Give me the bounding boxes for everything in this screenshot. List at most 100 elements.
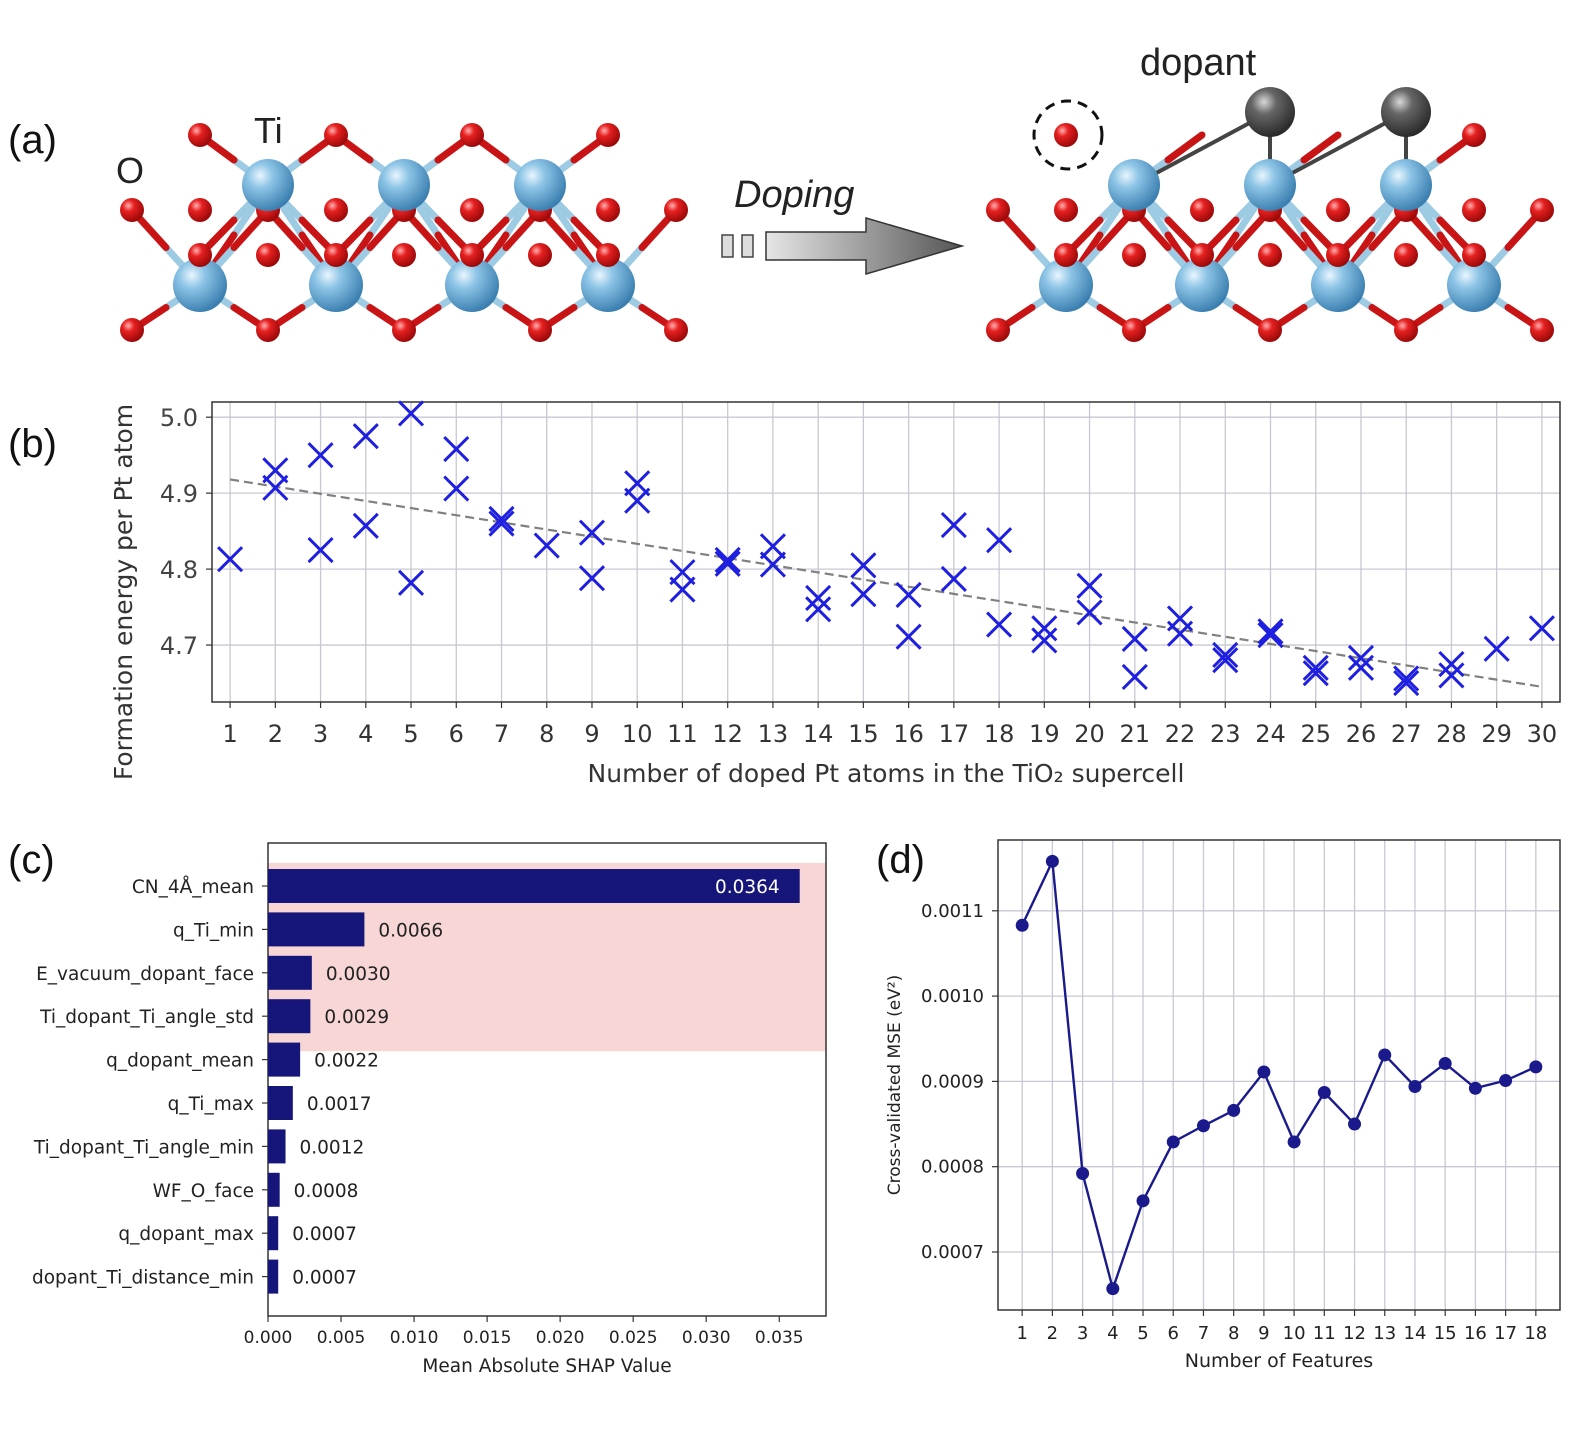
y-tick-label: 0.0010 xyxy=(921,986,984,1007)
data-point-marker xyxy=(714,546,741,574)
ti-atom xyxy=(581,258,635,312)
data-point-marker xyxy=(759,551,786,578)
value-label: 0.0066 xyxy=(378,920,443,941)
y-tick-label: 0.0008 xyxy=(921,1157,984,1178)
x-tick-label: 3 xyxy=(1077,1323,1088,1344)
o-atom xyxy=(256,318,280,342)
o-atom xyxy=(1462,123,1486,147)
doping-arrow-label: Doping xyxy=(734,174,855,216)
y-axis-label: Formation energy per Pt atom xyxy=(109,404,138,780)
x-tick-label: 5 xyxy=(1137,1323,1148,1344)
x-tick-label: 20 xyxy=(1074,720,1105,748)
panel-d-label: (d) xyxy=(876,838,925,882)
o-atom xyxy=(324,243,348,267)
atoms xyxy=(986,87,1554,342)
x-axis-label: Number of Features xyxy=(1185,1350,1373,1372)
o-atom xyxy=(1258,318,1282,342)
data-point-marker xyxy=(352,512,379,539)
bar xyxy=(268,912,365,947)
data-point xyxy=(1348,1117,1362,1131)
data-point xyxy=(1015,918,1029,932)
value-label: 0.0017 xyxy=(307,1094,372,1115)
value-label: 0.0030 xyxy=(326,964,391,985)
data-point-marker xyxy=(805,596,832,623)
x-tick-label: 2 xyxy=(268,720,283,748)
x-tick-label: 7 xyxy=(494,720,509,748)
value-label: 0.0008 xyxy=(294,1181,359,1202)
x-axis-label: Mean Absolute SHAP Value xyxy=(422,1356,671,1377)
o-atom xyxy=(460,243,484,267)
o-atom xyxy=(1054,198,1078,222)
x-tick-label: 15 xyxy=(848,720,879,748)
data-point-marker xyxy=(578,565,606,592)
y-axis-label: Cross-validated MSE (eV²) xyxy=(885,975,905,1196)
o-atom xyxy=(324,198,348,222)
data-point xyxy=(1378,1048,1392,1062)
ti-atom xyxy=(1175,258,1229,312)
category-label: CN_4Å_mean xyxy=(132,876,254,898)
ti-atom xyxy=(378,159,430,211)
category-label: q_dopant_mean xyxy=(106,1051,254,1072)
surface-oxygen-highlight xyxy=(1032,99,1104,171)
o-atom xyxy=(188,123,212,147)
scatter-points xyxy=(217,400,1555,697)
atom-ti-label: Ti xyxy=(254,110,283,151)
data-point-marker xyxy=(1031,627,1058,654)
y-tick-label: 5.0 xyxy=(160,404,198,432)
x-tick-label: 28 xyxy=(1436,720,1467,748)
x-tick-label: 0.035 xyxy=(755,1328,804,1348)
data-point xyxy=(1438,1056,1452,1070)
slab-pristine xyxy=(120,123,688,342)
x-axis-label: Number of doped Pt atoms in the TiO₂ sup… xyxy=(588,759,1185,788)
data-point-marker xyxy=(805,584,832,612)
data-point-marker xyxy=(940,511,967,539)
ti-atom xyxy=(1108,159,1160,211)
x-tick-label: 21 xyxy=(1120,720,1151,748)
category-label: WF_O_face xyxy=(153,1181,254,1202)
ti-atom xyxy=(1380,159,1432,211)
x-tick-label: 24 xyxy=(1255,720,1286,748)
data-point-marker xyxy=(1302,660,1329,687)
structure-diagram xyxy=(120,87,1554,342)
x-tick-label: 4 xyxy=(1107,1323,1118,1344)
x-tick-label: 18 xyxy=(984,720,1015,748)
ti-atom xyxy=(173,258,227,312)
x-tick-label: 10 xyxy=(622,720,653,748)
o-atom xyxy=(596,123,620,147)
data-point-marker xyxy=(397,569,425,596)
bar xyxy=(268,869,800,903)
data-point-marker xyxy=(1347,644,1375,672)
series-line xyxy=(1021,856,1537,1293)
x-tick-label: 19 xyxy=(1029,720,1060,748)
chart-d-line: 1 2 3 4 5 6 7 8 9 10 11 12 13 14 15 16 17 180.00070.00080… xyxy=(885,839,1561,1372)
data-point-marker xyxy=(986,611,1013,638)
o-atom xyxy=(1530,318,1554,342)
data-point-marker xyxy=(940,565,967,593)
data-point-marker xyxy=(443,475,470,502)
x-tick-label: 18 xyxy=(1524,1323,1547,1344)
o-atom xyxy=(596,243,620,267)
o-atom xyxy=(460,123,484,147)
data-point xyxy=(1076,1167,1090,1181)
data-point xyxy=(1045,854,1059,868)
x-tick-label: 5 xyxy=(403,720,418,748)
data-point-marker xyxy=(578,519,606,546)
data-point xyxy=(1257,1065,1271,1079)
bond xyxy=(1164,131,1206,164)
data-point-marker xyxy=(533,532,560,559)
data-point-marker xyxy=(1302,654,1329,681)
bar xyxy=(268,1216,279,1251)
x-tick-label: 0.000 xyxy=(244,1328,293,1348)
x-tick-label: 8 xyxy=(539,720,554,748)
bar xyxy=(268,999,311,1034)
plot-frame xyxy=(211,401,1561,703)
ti-atom xyxy=(445,258,499,312)
atoms xyxy=(120,123,688,342)
gridlines xyxy=(998,840,1560,1310)
bar xyxy=(268,955,312,990)
data-point xyxy=(1227,1103,1241,1117)
data-point-marker xyxy=(1438,662,1465,689)
x-tick-label: 17 xyxy=(939,720,970,748)
x-tick-label: 30 xyxy=(1527,720,1558,748)
data-point-marker xyxy=(714,550,741,577)
